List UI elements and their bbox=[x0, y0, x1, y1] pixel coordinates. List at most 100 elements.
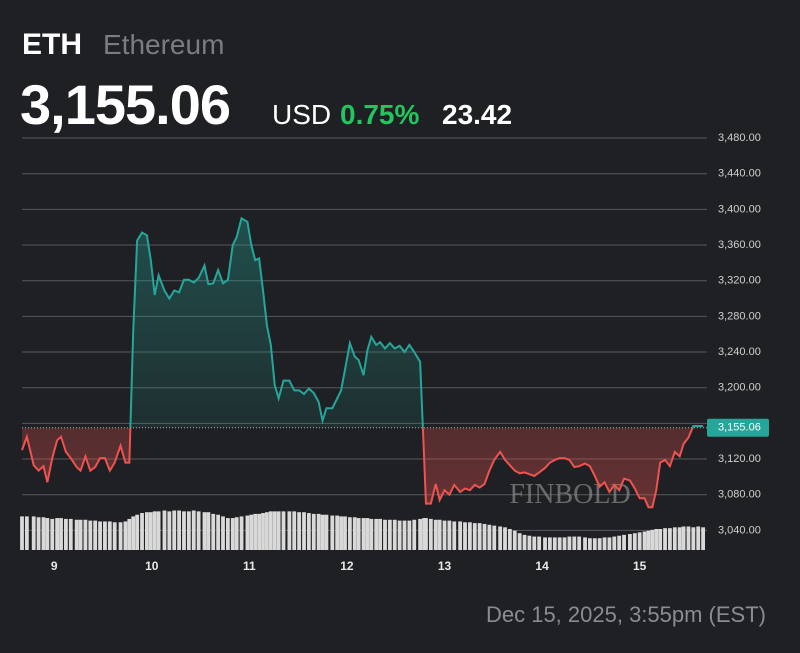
volume-bar bbox=[177, 510, 182, 550]
volume-bar bbox=[658, 529, 663, 550]
volume-bar bbox=[50, 518, 55, 550]
volume-bar bbox=[93, 520, 98, 550]
volume-bar bbox=[324, 514, 329, 550]
volume-bar bbox=[64, 518, 68, 550]
volume-bar bbox=[239, 516, 244, 550]
volume-bar bbox=[316, 513, 321, 550]
y-tick-label: 3,040.00 bbox=[718, 524, 761, 536]
volume-bar bbox=[701, 527, 705, 550]
volume-bar bbox=[131, 516, 136, 550]
volume-bar bbox=[681, 526, 686, 550]
y-tick-label: 3,280.00 bbox=[718, 310, 761, 322]
volume-bar bbox=[418, 518, 423, 550]
volume-bar bbox=[45, 518, 50, 550]
volume-bar bbox=[632, 533, 637, 550]
y-tick-label: 3,080.00 bbox=[718, 489, 761, 501]
volume-bar bbox=[361, 518, 366, 550]
volume-bar bbox=[24, 516, 29, 550]
volume-bar bbox=[522, 534, 527, 550]
volume-bar bbox=[424, 518, 428, 550]
volume-bar bbox=[654, 529, 659, 550]
volume-bar bbox=[253, 513, 258, 550]
current-price-label: 3,155.06 bbox=[718, 422, 761, 434]
volume-bar bbox=[186, 511, 191, 550]
y-tick-label: 3,400.00 bbox=[718, 203, 761, 215]
timestamp: Dec 15, 2025, 3:55pm (EST) bbox=[486, 602, 766, 627]
asset-name: Ethereum bbox=[103, 29, 224, 60]
y-tick-label: 3,320.00 bbox=[718, 275, 761, 287]
volume-bar bbox=[557, 537, 562, 550]
volume-bar bbox=[172, 510, 177, 550]
change: 23.42 bbox=[442, 99, 512, 130]
volume-bar bbox=[369, 518, 374, 550]
volume-bar bbox=[230, 518, 235, 550]
volume-bar bbox=[572, 536, 577, 550]
volume-bar bbox=[422, 518, 426, 550]
volume-bar bbox=[547, 537, 552, 550]
volume-bar bbox=[428, 518, 433, 550]
y-tick-label: 3,440.00 bbox=[718, 168, 761, 180]
volume-bar bbox=[597, 538, 602, 550]
current-price-tag bbox=[707, 418, 769, 437]
volume-bar bbox=[392, 519, 397, 550]
volume-bar bbox=[562, 537, 567, 550]
x-tick-label: 9 bbox=[51, 559, 58, 573]
volume-bar bbox=[343, 516, 347, 550]
volume-bar bbox=[148, 512, 153, 550]
volume-bar bbox=[672, 527, 677, 550]
volume-bar bbox=[68, 518, 73, 550]
volume-bar bbox=[442, 520, 447, 550]
volume-bar bbox=[433, 519, 438, 550]
volume-bar bbox=[140, 513, 144, 550]
volume-bar bbox=[103, 521, 107, 550]
volume-bar bbox=[532, 536, 537, 550]
x-tick-label: 14 bbox=[535, 559, 549, 573]
volume-bar bbox=[397, 520, 402, 550]
volume-bar bbox=[152, 511, 157, 550]
volume-bar bbox=[487, 524, 492, 550]
volume-bar bbox=[452, 521, 457, 550]
volume-bar bbox=[347, 517, 352, 550]
volume-bar bbox=[617, 535, 622, 550]
volume-bar bbox=[311, 513, 316, 550]
volume-bar bbox=[234, 517, 239, 550]
x-tick-label: 12 bbox=[340, 559, 354, 573]
volume-bar bbox=[612, 536, 617, 550]
volume-bar bbox=[383, 519, 387, 550]
volume-bar bbox=[567, 536, 572, 550]
volume-bar bbox=[642, 531, 647, 550]
volume-bar bbox=[365, 518, 370, 550]
volume-bar bbox=[287, 511, 292, 550]
y-tick-label: 3,480.00 bbox=[718, 132, 761, 144]
price-line-up bbox=[129, 216, 704, 428]
volume-bar bbox=[261, 513, 265, 550]
volume-bar bbox=[374, 518, 379, 550]
volume-bar bbox=[206, 512, 211, 550]
x-tick-label: 13 bbox=[438, 559, 452, 573]
volume-bar bbox=[602, 537, 607, 550]
volume-bar bbox=[302, 512, 306, 550]
change-pct: 0.75% bbox=[340, 99, 419, 130]
volume-bar bbox=[272, 511, 277, 550]
volume-bar bbox=[402, 520, 407, 550]
volume-bar bbox=[543, 537, 547, 550]
volume-bar bbox=[31, 516, 36, 550]
volume-bar bbox=[78, 519, 83, 550]
volume-bar bbox=[292, 511, 297, 550]
volume-bar bbox=[668, 528, 672, 550]
volume-bar bbox=[467, 522, 472, 550]
volume-bar bbox=[463, 522, 467, 550]
volume-bar bbox=[245, 515, 250, 550]
volume-bar bbox=[691, 527, 696, 550]
volume-bar bbox=[663, 528, 667, 550]
volume-bar bbox=[191, 510, 196, 550]
volume-bar bbox=[503, 527, 507, 550]
volume-bar bbox=[59, 518, 63, 550]
volume-bar bbox=[378, 518, 383, 550]
volume-bar bbox=[458, 521, 463, 550]
currency: USD bbox=[272, 99, 331, 130]
y-tick-label: 3,360.00 bbox=[718, 239, 761, 251]
volume-bar bbox=[41, 517, 46, 550]
volume-bar bbox=[339, 516, 343, 550]
